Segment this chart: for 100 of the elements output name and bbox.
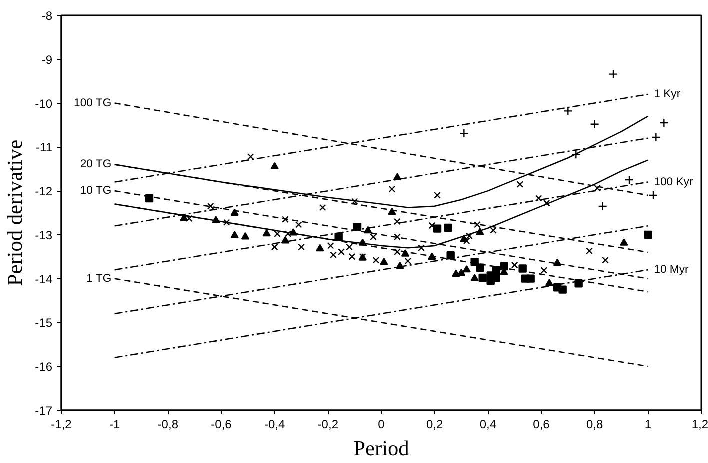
point (572, 150, 581, 160)
point (404, 258, 412, 265)
point (334, 233, 343, 242)
x-tick-label: 0,2 (426, 418, 444, 432)
point (348, 253, 356, 260)
y-axis-title: Period derivative (3, 140, 28, 286)
point (558, 286, 567, 294)
point (396, 262, 404, 270)
point (364, 226, 372, 234)
point (518, 264, 527, 273)
point (380, 258, 388, 266)
y-tick-label: -17 (35, 404, 53, 418)
point (284, 230, 292, 238)
point (648, 190, 658, 200)
point (330, 252, 337, 259)
y-tick-label: -14 (35, 272, 53, 286)
point (660, 118, 669, 128)
x-tick-label: 0,4 (480, 418, 497, 432)
point (598, 202, 608, 212)
point (316, 244, 324, 252)
series-label: 100 TG (74, 97, 112, 110)
x-tick-label: 1,2 (692, 418, 708, 432)
series-label: 100 Kyr (654, 176, 694, 188)
point (281, 236, 290, 244)
point (463, 238, 470, 245)
point (511, 262, 518, 269)
series-label: 20 TG (80, 158, 112, 171)
point (476, 264, 484, 272)
point (452, 270, 460, 278)
point (145, 194, 154, 203)
point (652, 132, 661, 142)
series-label: 1 TG (86, 272, 112, 285)
x-axis-title: Period (354, 436, 410, 460)
point (247, 153, 254, 160)
point (428, 222, 436, 230)
point (516, 181, 524, 188)
point (353, 222, 362, 232)
y-tick-label: -16 (35, 360, 53, 374)
series-label: 10 Myr (654, 264, 690, 276)
y-tick-label: -15 (35, 316, 53, 330)
point (401, 250, 410, 257)
x-tick-label: -0,2 (318, 418, 339, 432)
x-tick-label: -0,4 (264, 418, 286, 432)
point (492, 266, 500, 275)
point (212, 216, 220, 224)
point (230, 231, 239, 238)
x-tick-label: 0 (378, 418, 386, 432)
point (594, 184, 601, 192)
point (394, 234, 401, 241)
y-tick-label: -13 (35, 228, 53, 242)
y-tick-label: -9 (42, 52, 53, 67)
x-tick-label: -0,6 (211, 418, 232, 432)
point (444, 224, 452, 232)
point (346, 244, 353, 251)
point (338, 248, 345, 256)
point (295, 221, 302, 228)
point (270, 162, 279, 170)
point (428, 252, 436, 260)
point (574, 280, 583, 288)
point (298, 244, 305, 251)
y-tick-label: -12 (35, 184, 53, 199)
point (462, 265, 471, 273)
point (490, 227, 497, 234)
point (180, 214, 188, 222)
point (553, 258, 562, 266)
point (624, 175, 634, 185)
point (470, 258, 479, 266)
point (474, 221, 481, 228)
x-tick-label: 0,6 (533, 418, 550, 432)
series-label: 1 Kyr (654, 88, 681, 100)
point (230, 208, 239, 216)
point (586, 248, 593, 255)
x-tick-label: -1,2 (51, 418, 72, 432)
point (388, 208, 396, 216)
point (394, 248, 401, 256)
point (460, 128, 469, 138)
point (434, 192, 441, 199)
point (370, 234, 377, 241)
point (620, 238, 628, 246)
point (446, 251, 455, 260)
point (418, 244, 425, 252)
y-tick-label: -11 (36, 140, 53, 155)
point (394, 218, 401, 226)
point (526, 274, 535, 283)
point (319, 204, 326, 212)
point (433, 224, 442, 233)
point (289, 228, 298, 236)
series-label: 10 TG (80, 185, 112, 198)
point (327, 242, 334, 250)
point (564, 106, 573, 116)
point (186, 215, 193, 222)
point (590, 120, 600, 129)
point (500, 262, 508, 271)
point (545, 279, 554, 286)
x-tick-label: 1 (644, 418, 652, 432)
x-tick-label: 0,8 (586, 418, 604, 432)
point (388, 186, 396, 193)
x-tick-label: -1 (110, 418, 120, 432)
point (535, 195, 542, 202)
point (358, 238, 367, 246)
